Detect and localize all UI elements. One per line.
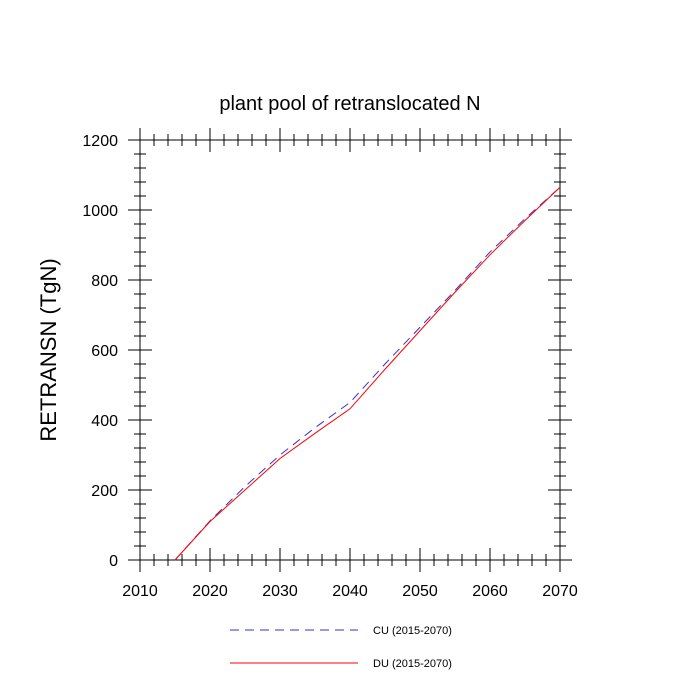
y-tick-label: 400 [91,413,118,430]
axis-ticks: 2010 2020 2030 2040 2050 2060 2070 0 200 400 600 80… [82,128,578,600]
series-line-du [174,186,561,561]
x-tick-label: 2060 [472,583,508,600]
x-tick-label: 2050 [402,583,438,600]
plot-frame [139,139,561,561]
legend-label-cu: CU (2015-2070) [373,625,452,637]
y-axis-label: RETRANSN (TgN) [36,258,61,441]
legend-label-du: DU (2015-2070) [373,658,452,670]
x-tick-label: 2010 [122,583,158,600]
x-tick-label: 2030 [262,583,298,600]
y-tick-label: 1000 [82,203,118,220]
y-tick-label: 0 [109,553,118,570]
y-tick-label: 1200 [82,133,118,150]
x-tick-label: 2020 [192,583,228,600]
x-tick-label: 2040 [332,583,368,600]
y-tick-label: 200 [91,483,118,500]
y-tick-label: 600 [91,343,118,360]
legend: CU (2015-2070) DU (2015-2070) [230,625,452,670]
series-line-cu [174,186,561,561]
x-tick-label: 2070 [542,583,578,600]
series-group [174,186,561,561]
chart-title: plant pool of retranslocated N [219,93,480,115]
y-tick-label: 800 [91,273,118,290]
